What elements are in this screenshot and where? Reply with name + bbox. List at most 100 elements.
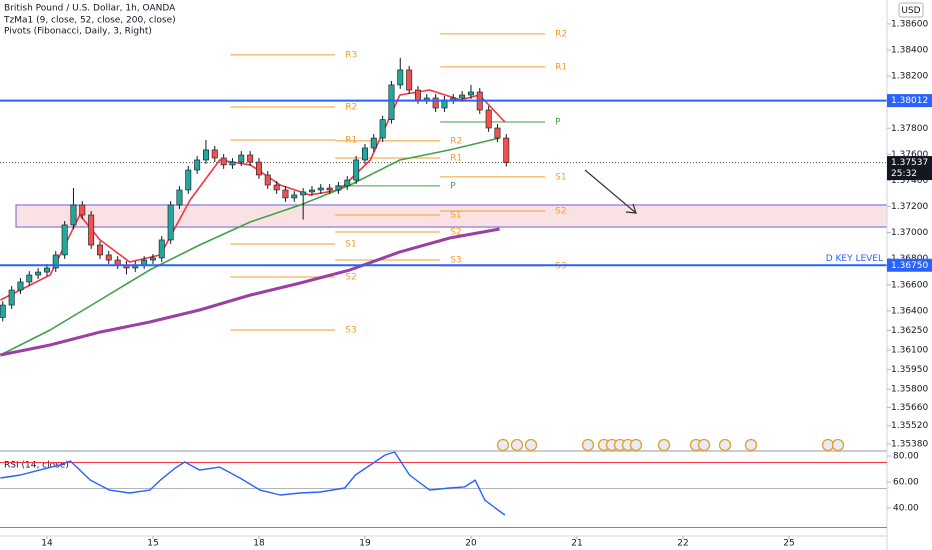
last-price-box (887, 156, 932, 181)
y-tick-label: 80.00 (893, 452, 919, 462)
price-label: 1.38012 (891, 96, 928, 106)
candle-body (432, 97, 439, 109)
candle-body (43, 267, 50, 273)
x-tick-label: 21 (571, 539, 582, 549)
candle-body (273, 184, 280, 191)
chart-title: British Pound / U.S. Dollar, 1h, OANDA (4, 4, 176, 14)
event-flag (629, 438, 643, 452)
arrow-head (625, 203, 637, 214)
main-layer: D KEY LEVEL (0, 57, 887, 357)
event-flag (697, 438, 711, 452)
candle-body (70, 204, 77, 226)
arrow (584, 169, 637, 214)
event-flag (831, 438, 845, 452)
x-tick-label: 22 (677, 539, 688, 549)
y-tick-label: 1.35950 (891, 365, 928, 375)
candle-body (141, 259, 148, 266)
y-tick-label: 1.38600 (891, 19, 928, 29)
candle-body (388, 84, 395, 120)
event-flag (821, 438, 835, 452)
pivot-label: S3 (555, 262, 566, 272)
candle-body (220, 157, 227, 166)
candle-body (61, 224, 68, 256)
candle-body (149, 257, 156, 261)
candle-body (8, 289, 15, 306)
event-flag (524, 438, 538, 452)
x-tick-label: 15 (147, 539, 158, 549)
candle-body (459, 94, 466, 99)
y-tick-label: 1.37000 (891, 228, 928, 238)
event-flag (718, 438, 732, 452)
y-tick-label: 1.37200 (891, 202, 928, 212)
event-flag (657, 438, 671, 452)
price-label-box (887, 94, 932, 108)
last-price-label: 1.37537 (891, 158, 928, 168)
y-tick-label: 40.00 (893, 503, 919, 513)
candle-body (26, 274, 33, 283)
y-tick-label: 1.36400 (891, 306, 928, 316)
y-tick-label: 1.38200 (891, 72, 928, 82)
candle-body (414, 89, 421, 101)
pivot-label: S2 (555, 206, 566, 216)
candle-body (353, 159, 360, 181)
y-tick-label: 1.36600 (891, 280, 928, 290)
candle-body (335, 185, 342, 191)
rsi-line (0, 451, 506, 516)
x-tick-label: 18 (253, 539, 265, 549)
candle-body (114, 259, 121, 266)
candle-body (361, 147, 368, 161)
candle-body (379, 119, 386, 139)
indicator-legend: Pivots (Fibonacci, Daily, 3, Right) (4, 27, 152, 37)
event-flag (496, 438, 510, 452)
candle-body (167, 204, 174, 241)
candle-body (255, 161, 262, 176)
pivot-label: S2 (450, 227, 461, 237)
candle-body (105, 254, 112, 261)
candle-body (300, 191, 307, 196)
indicator-legend: TzMa1 (9, close, 52, close, 200, close) (3, 16, 176, 26)
candle-body (326, 187, 333, 191)
candle-body (370, 137, 377, 149)
x-tick-label: 25 (783, 539, 794, 549)
candle-body (88, 214, 95, 246)
pivot-label: P (555, 117, 561, 127)
event-flag (510, 438, 524, 452)
price-label-box (887, 258, 932, 272)
candle-body (52, 254, 59, 269)
candle-body (238, 154, 245, 163)
candle-body (202, 149, 209, 161)
pivot-label: S3 (345, 325, 356, 335)
candle-body (211, 149, 218, 159)
pivot-label: P (450, 181, 456, 191)
candle-body (308, 189, 315, 193)
pivot-label: R1 (555, 62, 567, 72)
event-flag (581, 438, 595, 452)
y-tick-label: 1.38400 (891, 45, 928, 55)
event-flags (496, 438, 845, 452)
pivot-label: S3 (450, 256, 461, 266)
candle-body (503, 137, 510, 163)
candle-body (194, 159, 201, 171)
pivot-label: R2 (345, 102, 357, 112)
candle-body (317, 187, 324, 191)
price-label: 1.36750 (891, 261, 928, 271)
candle-body (17, 281, 24, 291)
candle-body (485, 109, 492, 129)
candle-body (176, 189, 183, 206)
pivot-label: S1 (345, 239, 356, 249)
countdown: 25:32 (891, 169, 917, 179)
moving-average (0, 137, 500, 356)
candle-body (247, 154, 254, 163)
y-tick-label: 1.35380 (891, 439, 928, 449)
pivot-label: S1 (555, 172, 566, 182)
candle-body (282, 189, 289, 199)
y-tick-label: 60.00 (893, 478, 919, 488)
candle-body (264, 174, 271, 186)
candle-body (0, 304, 6, 318)
moving-average (0, 227, 500, 357)
y-tick-label: 1.35520 (891, 421, 928, 431)
y-tick-label: 1.37800 (891, 124, 928, 134)
level-annotation: D KEY LEVEL (826, 254, 883, 264)
